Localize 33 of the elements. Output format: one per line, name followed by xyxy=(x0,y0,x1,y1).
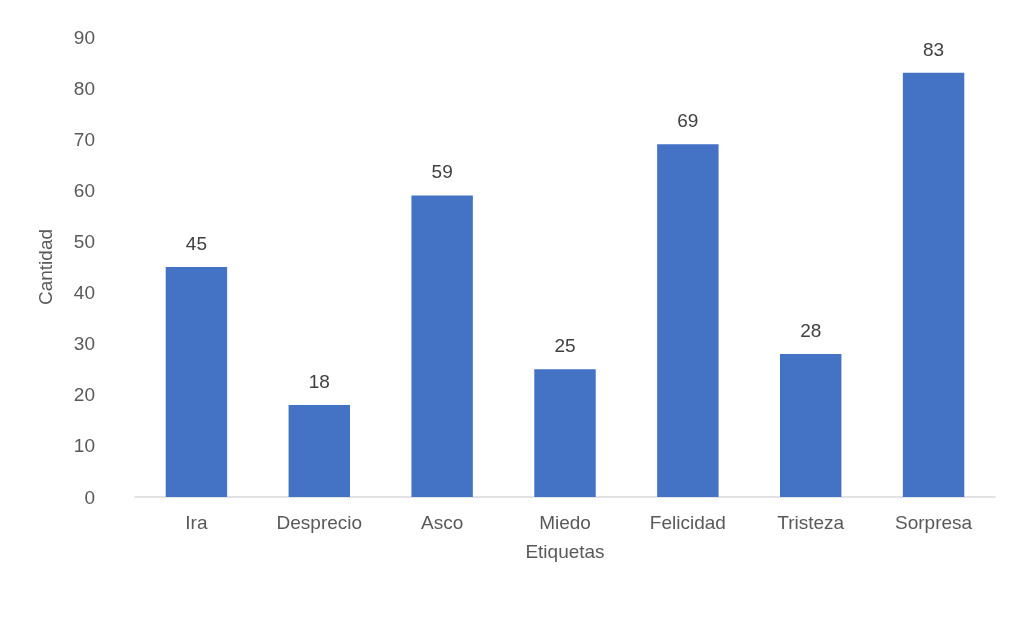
y-tick-label: 70 xyxy=(73,128,95,150)
data-label: 28 xyxy=(800,319,822,341)
data-label: 59 xyxy=(431,161,453,183)
y-tick-label: 40 xyxy=(73,282,95,304)
y-tick-label: 80 xyxy=(73,77,95,99)
x-tick-label: Ira xyxy=(185,512,208,533)
x-tick-label: Felicidad xyxy=(649,512,726,533)
y-tick-label: 20 xyxy=(73,384,95,406)
y-tick-label: 10 xyxy=(73,435,95,457)
bar xyxy=(165,267,228,497)
bar xyxy=(411,195,473,497)
y-tick-label: 30 xyxy=(73,333,95,355)
y-axis-title: Cantidad xyxy=(35,228,56,306)
y-tick-label: 90 xyxy=(73,26,95,48)
x-tick-label: Miedo xyxy=(539,512,591,533)
data-label: 18 xyxy=(308,371,330,392)
bar xyxy=(902,72,965,497)
x-tick-label: Asco xyxy=(421,512,464,533)
x-tick-label: Desprecio xyxy=(276,512,363,533)
x-tick-label: Sorpresa xyxy=(895,512,973,533)
y-tick-label: 60 xyxy=(73,179,95,201)
bar xyxy=(534,369,596,497)
y-tick-label: 0 xyxy=(84,486,95,508)
data-label: 45 xyxy=(185,233,207,254)
data-label: 83 xyxy=(923,38,945,60)
bar xyxy=(657,144,719,497)
x-tick-label: Tristeza xyxy=(777,512,845,533)
data-label: 25 xyxy=(554,335,576,357)
bar xyxy=(780,353,842,497)
data-label: 69 xyxy=(677,110,699,132)
y-tick-label: 50 xyxy=(73,230,95,252)
x-axis-title: Etiquetas xyxy=(525,541,605,562)
bar xyxy=(288,405,350,497)
